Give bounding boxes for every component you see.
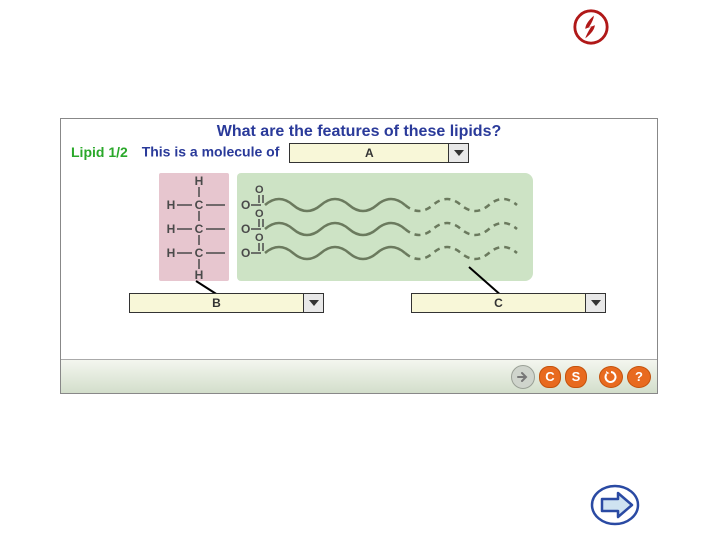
dropdown-b[interactable]: B — [129, 293, 324, 313]
dropdown-c-label: C — [412, 296, 585, 310]
toolbar-help-button[interactable]: ? — [627, 366, 651, 388]
atom-c-2: C — [195, 222, 204, 236]
glycerol-block: H C C C H H H H — [159, 173, 229, 281]
svg-text:O: O — [255, 232, 264, 244]
lipid-tag: Lipid 1/2 — [71, 144, 128, 160]
toolbar-c-button[interactable]: C — [539, 366, 561, 388]
o-1: O — [241, 198, 250, 212]
dropdown-a-label: A — [290, 146, 448, 160]
prompt-line: Lipid 1/2 This is a molecule of A — [71, 143, 647, 163]
svg-text:O: O — [255, 208, 264, 220]
svg-text:H: H — [167, 198, 176, 212]
dropdown-a[interactable]: A — [289, 143, 469, 163]
atom-h-bot: H — [195, 268, 204, 281]
lipid-applet-frame: What are the features of these lipids? L… — [60, 118, 658, 394]
atom-h-top: H — [195, 174, 204, 188]
dropdown-b-arrow-icon — [303, 294, 323, 312]
dropdown-c[interactable]: C — [411, 293, 606, 313]
applet-title: What are the features of these lipids? — [71, 123, 647, 141]
dropdown-a-arrow-icon — [448, 144, 468, 162]
svg-text:O: O — [255, 184, 264, 196]
atom-c-3: C — [195, 246, 204, 260]
dropdown-c-arrow-icon — [585, 294, 605, 312]
flash-logo-icon — [572, 8, 610, 51]
toolbar-s-button[interactable]: S — [565, 366, 587, 388]
toolbar-arrow-button[interactable] — [511, 365, 535, 389]
fatty-acid-block: O O O O O O — [237, 173, 533, 281]
glycerol-svg: H C C C H H H H — [159, 173, 229, 281]
prompt-text: This is a molecule of — [142, 144, 280, 160]
toolbar-reload-button[interactable] — [599, 366, 623, 388]
fatty-svg: O O O O O O — [237, 173, 533, 281]
o-3: O — [241, 246, 250, 260]
dropdown-b-label: B — [130, 296, 303, 310]
o-2: O — [241, 222, 250, 236]
atom-c-1: C — [195, 198, 204, 212]
content-area: What are the features of these lipids? L… — [61, 119, 657, 359]
svg-text:H: H — [167, 222, 176, 236]
next-arrow-button[interactable] — [590, 483, 640, 532]
molecule-diagram: H C C C H H H H — [71, 167, 647, 317]
bottom-dropdown-row: B C — [71, 293, 647, 317]
svg-text:H: H — [167, 246, 176, 260]
toolbar: C S ? — [61, 359, 657, 393]
